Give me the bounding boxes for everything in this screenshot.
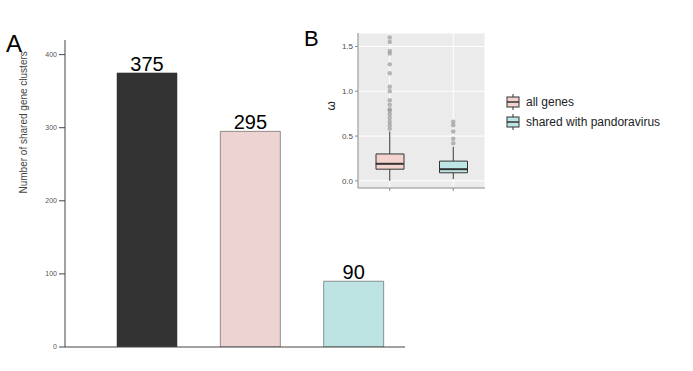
- svg-text:1.5: 1.5: [342, 42, 354, 51]
- svg-text:ω: ω: [324, 101, 338, 110]
- svg-text:0: 0: [53, 343, 57, 350]
- svg-text:Number of shared gene clusters: Number of shared gene clusters: [18, 51, 29, 193]
- svg-text:1.0: 1.0: [342, 87, 354, 96]
- html-text:A: A: [6, 30, 22, 57]
- svg-text:100: 100: [45, 270, 57, 277]
- svg-text:295: 295: [234, 111, 267, 133]
- html-text:shared with pandoravirus: shared with pandoravirus: [526, 115, 661, 129]
- svg-text:400: 400: [45, 51, 57, 58]
- svg-text:0.0: 0.0: [342, 177, 354, 186]
- svg-text:90: 90: [343, 261, 365, 283]
- html-text:all genes: all genes: [526, 95, 574, 109]
- svg-text:200: 200: [45, 197, 57, 204]
- html-text:B: B: [304, 26, 319, 51]
- svg-text:300: 300: [45, 124, 57, 131]
- svg-text:0.5: 0.5: [342, 132, 354, 141]
- svg-text:375: 375: [130, 53, 163, 75]
